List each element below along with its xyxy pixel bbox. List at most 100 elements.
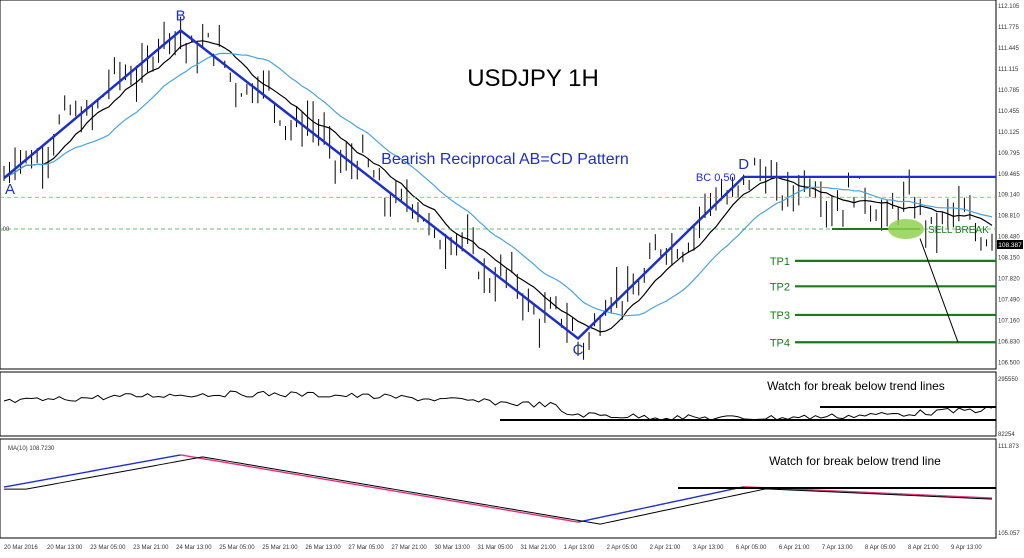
sell-break-label: SELL BREAK (928, 225, 989, 236)
renko-segment (274, 471, 280, 472)
renko-segment (136, 462, 142, 463)
renko-segment (48, 478, 54, 479)
price-tag: 108.387 (998, 242, 1022, 249)
renko-segment (528, 514, 534, 515)
renko-segment (241, 465, 247, 466)
renko-segment (109, 467, 115, 468)
x-tick-label: 2 Apr 21:00 (650, 545, 681, 551)
renko-segment (396, 491, 402, 492)
renko-segment (462, 503, 468, 504)
renko-segment (313, 477, 319, 478)
take-profit-label: TP4 (770, 337, 790, 349)
renko-segment (120, 465, 126, 466)
y-tick-label: 109.465 (998, 172, 1020, 178)
x-tick-label: 8 Apr 05:00 (865, 545, 896, 551)
renko-segment (181, 455, 187, 456)
x-tick-label: 26 Mar 13:00 (305, 545, 341, 551)
renko-segment (10, 485, 16, 486)
take-profit-label: TP1 (770, 256, 790, 268)
renko-segment (308, 476, 314, 477)
renko-segment (573, 521, 579, 522)
renko-segment (319, 478, 325, 479)
renko-segment (418, 495, 424, 496)
renko-segment (457, 502, 463, 503)
renko-segment (324, 479, 330, 480)
renko-segment (523, 513, 529, 514)
pattern-point-label: B (176, 8, 186, 25)
renko-segment (230, 463, 236, 464)
renko-segment (203, 459, 209, 460)
renko-segment (479, 505, 485, 506)
renko-segment (148, 460, 154, 461)
x-tick-label: 6 Apr 21:00 (779, 545, 810, 551)
renko-segment (153, 459, 159, 460)
renko-segment (473, 504, 479, 505)
y-tick-label: 111.775 (998, 25, 1019, 31)
renko-segment (15, 484, 21, 485)
renko-segment (435, 498, 441, 499)
y-tick-label: 106.830 (998, 340, 1020, 346)
renko-segment (208, 460, 214, 461)
renko-segment (297, 474, 303, 475)
renko-segment (32, 481, 38, 482)
y-tick-label: 107.490 (998, 298, 1020, 304)
renko-segment (451, 501, 457, 502)
y-tick-label: 108.810 (998, 214, 1020, 220)
chart-title: USDJPY 1H (467, 65, 599, 92)
pattern-point-label: D (738, 156, 749, 173)
renko-segment (335, 481, 341, 482)
renko-segment (87, 471, 93, 472)
renko-segment (330, 480, 336, 481)
y-tick-label: 112.105 (998, 4, 1020, 10)
renko-segment (125, 464, 131, 465)
renko-segment (43, 479, 49, 480)
renko-segment (429, 497, 435, 498)
renko-note: Watch for break below trend line (769, 454, 941, 468)
pattern-point-label: A (5, 181, 15, 198)
renko-segment (534, 515, 540, 516)
x-tick-label: 27 Mar 05:00 (348, 545, 384, 551)
renko-segment (252, 467, 258, 468)
bc-level-label: BC 0.50 (696, 172, 736, 184)
renko-segment (374, 488, 380, 489)
renko-segment (545, 517, 551, 518)
x-tick-label: 25 Mar 05:00 (219, 545, 255, 551)
renko-segment (65, 475, 71, 476)
renko-segment (440, 499, 446, 500)
y-tick-label: 110.785 (998, 88, 1020, 94)
renko-segment (302, 475, 308, 476)
renko-segment (357, 485, 363, 486)
renko-segment (159, 458, 165, 459)
renko-segment (186, 456, 192, 457)
x-tick-label: 20 Mar 2016 (4, 545, 38, 551)
level-left-label: .00 (1, 227, 10, 233)
y-tick-label: 108.150 (998, 256, 1020, 262)
renko-segment (352, 484, 358, 485)
renko-segment (114, 466, 120, 467)
y-tick-label: 109.140 (998, 193, 1020, 199)
x-tick-label: 31 Mar 21:00 (521, 545, 557, 551)
renko-segment (517, 512, 523, 513)
x-tick-label: 27 Mar 21:00 (391, 545, 427, 551)
pattern-subtitle: Bearish Reciprocal AB=CD Pattern (381, 151, 629, 168)
renko-segment (346, 483, 352, 484)
renko-segment (401, 492, 407, 493)
renko-segment (341, 482, 347, 483)
renko-segment (4, 486, 10, 487)
renko-tick-label: 105.057 (998, 531, 1020, 537)
renko-segment (512, 511, 518, 512)
renko-segment (484, 506, 490, 507)
renko-segment (225, 462, 231, 463)
renko-segment (70, 474, 76, 475)
renko-segment (219, 461, 225, 462)
renko-segment (407, 493, 413, 494)
renko-segment (81, 472, 87, 473)
renko-segment (291, 474, 297, 475)
renko-segment (92, 470, 98, 471)
renko-segment (37, 480, 43, 481)
pattern-point-label: C (573, 341, 584, 358)
renko-legend: MA(10) 108.7230 (8, 446, 55, 452)
take-profit-label: TP2 (770, 281, 790, 293)
renko-segment (539, 516, 545, 517)
